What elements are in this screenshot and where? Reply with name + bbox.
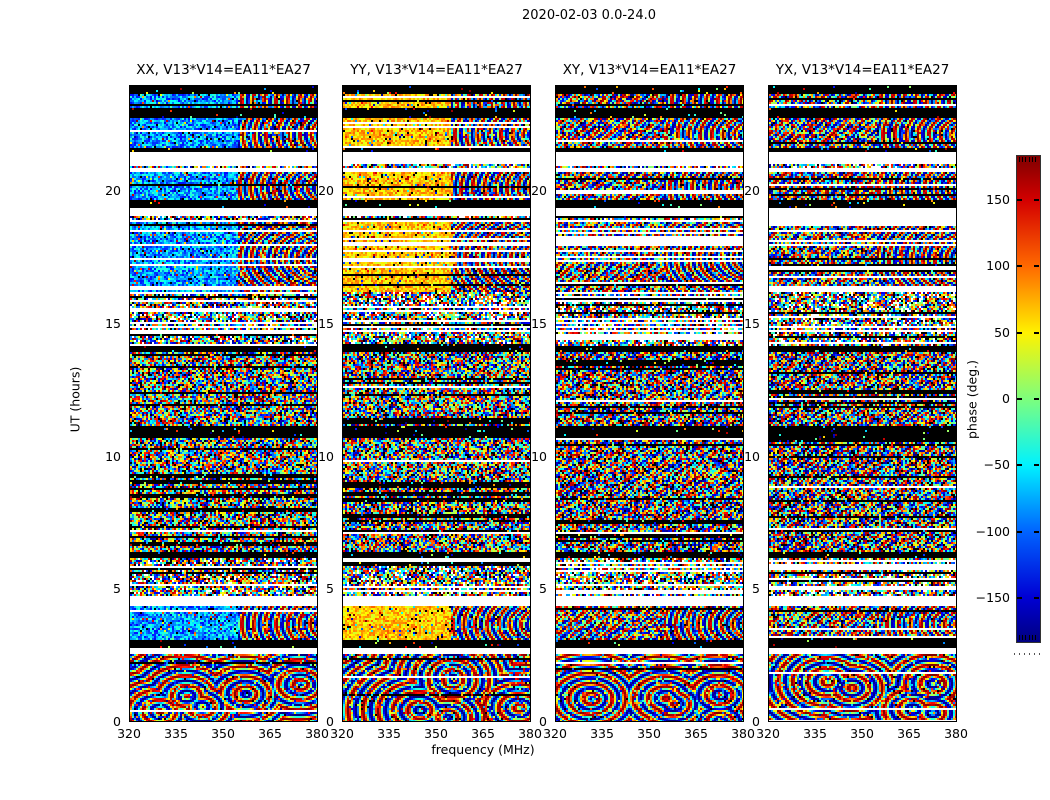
colorbar-tick-right — [1034, 596, 1039, 599]
x-tick-label: 350 — [850, 726, 874, 741]
colorbar-tick-left — [1017, 199, 1022, 202]
y-tick-label: 10 — [318, 448, 334, 464]
colorbar-top-hatch — [1019, 157, 1020, 162]
colorbar-tick-left — [1017, 596, 1022, 599]
x-tick-label: 320 — [117, 726, 141, 741]
colorbar-label: phase (deg.) — [964, 360, 980, 439]
colorbar-tick-left — [1017, 464, 1022, 467]
colorbar-bottom-hatch — [1025, 635, 1027, 640]
colorbar-top-hatch — [1022, 157, 1024, 162]
heatmap-canvas-yy — [343, 86, 530, 721]
x-tick-label: 335 — [377, 726, 401, 741]
y-axis-label: UT (hours) — [67, 366, 83, 433]
panel-title-xx: XX, V13*V14=EA11*EA27 — [136, 62, 311, 78]
colorbar-tick-left — [1017, 530, 1022, 533]
colorbar-tick-right — [1034, 530, 1039, 533]
colorbar-bottom-hatch — [1031, 635, 1033, 640]
y-tick-label: 5 — [752, 581, 760, 597]
y-tick-label: 15 — [531, 315, 547, 331]
colorbar-tick-label: −100 — [975, 523, 1010, 539]
panel-xx — [129, 85, 318, 722]
x-tick-label: 350 — [424, 726, 448, 741]
colorbar-bottom-hatch — [1035, 635, 1036, 640]
colorbar-tick-left — [1017, 265, 1022, 268]
y-tick-label: 5 — [539, 581, 547, 597]
colorbar-tick-label: 150 — [986, 192, 1010, 208]
colorbar-tick-label: −50 — [983, 457, 1010, 473]
y-tick-label: 15 — [318, 315, 334, 331]
x-tick-label: 335 — [164, 726, 188, 741]
x-tick-label: 350 — [211, 726, 235, 741]
x-tick-label: 365 — [258, 726, 282, 741]
panel-title-xy: XY, V13*V14=EA11*EA27 — [562, 62, 737, 78]
y-tick-label: 20 — [531, 183, 547, 199]
y-tick-label: 0 — [752, 714, 760, 729]
y-tick-label: 5 — [113, 581, 121, 597]
colorbar-bottom-hatch — [1028, 635, 1030, 640]
colorbar-underline-dots — [1014, 653, 1043, 655]
y-tick-label: 0 — [326, 714, 334, 729]
colorbar-tick-right — [1034, 398, 1039, 400]
colorbar-tick-left — [1017, 331, 1022, 334]
colorbar-top-hatch — [1035, 157, 1036, 162]
colorbar-bottom-hatch — [1022, 635, 1024, 640]
colorbar-tick-label: 100 — [986, 258, 1010, 274]
colorbar-top-hatch — [1025, 157, 1027, 162]
y-tick-label: 15 — [105, 315, 121, 331]
x-tick-label: 365 — [471, 726, 495, 741]
colorbar-tick-right — [1034, 199, 1039, 202]
y-tick-label: 10 — [744, 448, 760, 464]
y-tick-label: 0 — [539, 714, 547, 729]
y-tick-label: 20 — [105, 183, 121, 199]
panel-yy — [342, 85, 531, 722]
colorbar-bottom-hatch — [1019, 635, 1020, 640]
x-tick-label: 335 — [590, 726, 614, 741]
heatmap-canvas-xx — [130, 86, 317, 721]
heatmap-canvas-yx — [769, 86, 956, 721]
colorbar-tick-right — [1034, 464, 1039, 467]
heatmap-canvas-xy — [556, 86, 743, 721]
y-tick-label: 5 — [326, 581, 334, 597]
x-tick-label: 380 — [305, 726, 329, 741]
colorbar-tick-label: 0 — [1002, 391, 1010, 406]
colorbar-tick-label: 50 — [994, 324, 1010, 340]
y-tick-label: 10 — [105, 448, 121, 464]
y-tick-label: 0 — [113, 714, 121, 729]
x-tick-label: 320 — [756, 726, 780, 741]
y-tick-label: 10 — [531, 448, 547, 464]
y-tick-label: 20 — [744, 183, 760, 199]
panel-title-yx: YX, V13*V14=EA11*EA27 — [775, 62, 950, 78]
x-tick-label: 350 — [637, 726, 661, 741]
x-tick-label: 320 — [543, 726, 567, 741]
y-tick-label: 15 — [744, 315, 760, 331]
x-tick-label: 335 — [803, 726, 827, 741]
colorbar-top-hatch — [1031, 157, 1033, 162]
panel-title-yy: YY, V13*V14=EA11*EA27 — [350, 62, 523, 78]
panel-yx — [768, 85, 957, 722]
colorbar-tick-label: −150 — [975, 589, 1010, 605]
panel-xy — [555, 85, 744, 722]
colorbar-tick-left — [1017, 398, 1022, 400]
colorbar-top-hatch — [1028, 157, 1030, 162]
x-tick-label: 365 — [897, 726, 921, 741]
x-tick-label: 380 — [518, 726, 542, 741]
x-axis-label: frequency (MHz) — [431, 742, 535, 757]
x-tick-label: 320 — [330, 726, 354, 741]
colorbar-tick-right — [1034, 331, 1039, 334]
x-tick-label: 380 — [731, 726, 755, 741]
x-tick-label: 380 — [944, 726, 968, 741]
y-tick-label: 20 — [318, 183, 334, 199]
figure-title: 2020-02-03 0.0-24.0 — [522, 8, 656, 23]
colorbar-tick-right — [1034, 265, 1039, 268]
x-tick-label: 365 — [684, 726, 708, 741]
